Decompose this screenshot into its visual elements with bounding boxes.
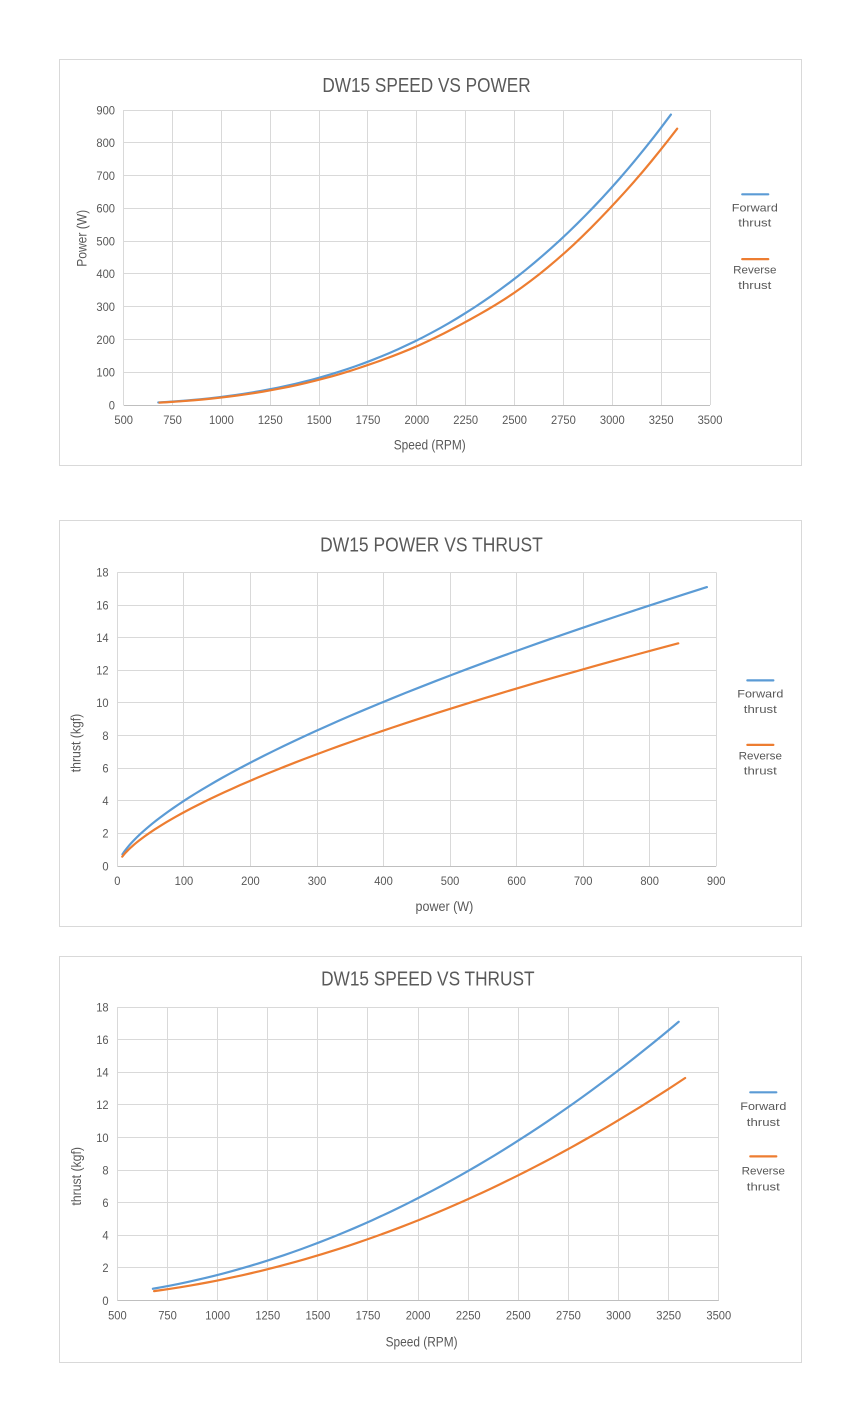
svg-text:DW15 POWER VS THRUST: DW15 POWER VS THRUST (320, 535, 543, 557)
svg-text:thrust: thrust (738, 280, 772, 292)
svg-text:2: 2 (102, 1261, 109, 1275)
svg-text:2750: 2750 (556, 1309, 581, 1323)
svg-text:thrust: thrust (747, 1182, 781, 1194)
svg-text:6: 6 (102, 1196, 109, 1210)
svg-text:500: 500 (441, 874, 460, 888)
svg-text:300: 300 (308, 874, 327, 888)
svg-text:thrust: thrust (744, 704, 778, 716)
svg-text:500: 500 (96, 234, 115, 248)
svg-text:800: 800 (640, 874, 659, 888)
svg-text:Forward: Forward (732, 202, 778, 214)
svg-text:400: 400 (374, 874, 393, 888)
svg-text:3000: 3000 (600, 413, 625, 427)
svg-text:Reverse: Reverse (733, 265, 776, 277)
svg-text:18: 18 (96, 566, 109, 580)
svg-text:3000: 3000 (606, 1309, 631, 1323)
svg-text:3500: 3500 (706, 1309, 731, 1323)
svg-text:6: 6 (102, 761, 109, 775)
svg-text:1000: 1000 (205, 1309, 230, 1323)
svg-text:600: 600 (507, 874, 526, 888)
svg-text:Forward: Forward (740, 1101, 786, 1113)
svg-text:2500: 2500 (506, 1309, 531, 1323)
svg-text:1500: 1500 (305, 1309, 330, 1323)
svg-text:2500: 2500 (502, 413, 527, 427)
svg-text:600: 600 (96, 202, 115, 216)
svg-text:thrust (kgf): thrust (kgf) (69, 1147, 84, 1206)
svg-text:300: 300 (96, 300, 115, 314)
svg-text:200: 200 (96, 333, 115, 347)
svg-text:8: 8 (102, 1163, 109, 1177)
svg-text:12: 12 (96, 664, 109, 678)
svg-text:1750: 1750 (356, 1309, 381, 1323)
svg-text:4: 4 (102, 1229, 109, 1243)
svg-text:0: 0 (114, 874, 121, 888)
svg-text:3500: 3500 (698, 413, 723, 427)
svg-text:1250: 1250 (255, 1309, 280, 1323)
svg-text:Power (W): Power (W) (75, 210, 90, 267)
svg-text:2250: 2250 (456, 1309, 481, 1323)
svg-text:2750: 2750 (551, 413, 576, 427)
svg-text:0: 0 (109, 398, 116, 412)
svg-text:10: 10 (96, 1131, 109, 1145)
svg-text:4: 4 (102, 794, 109, 808)
svg-text:14: 14 (96, 631, 109, 645)
svg-text:Reverse: Reverse (742, 1165, 785, 1177)
svg-text:900: 900 (707, 874, 726, 888)
svg-text:2000: 2000 (406, 1309, 431, 1323)
svg-text:400: 400 (96, 267, 115, 281)
svg-text:14: 14 (96, 1066, 109, 1080)
svg-text:200: 200 (241, 874, 260, 888)
svg-text:1000: 1000 (209, 413, 234, 427)
svg-text:power (W): power (W) (416, 899, 474, 914)
svg-text:18: 18 (96, 1000, 109, 1014)
svg-text:2000: 2000 (404, 413, 429, 427)
svg-text:3250: 3250 (656, 1309, 681, 1323)
svg-text:DW15 SPEED VS THRUST: DW15 SPEED VS THRUST (321, 968, 534, 990)
svg-text:750: 750 (158, 1309, 177, 1323)
svg-text:0: 0 (102, 1294, 109, 1308)
svg-text:thrust: thrust (738, 217, 772, 229)
svg-text:Forward: Forward (737, 688, 783, 700)
svg-text:Reverse: Reverse (739, 750, 782, 762)
svg-text:500: 500 (108, 1309, 127, 1323)
svg-text:2250: 2250 (453, 413, 478, 427)
svg-text:1750: 1750 (356, 413, 381, 427)
svg-text:16: 16 (96, 1033, 109, 1047)
svg-text:100: 100 (96, 366, 115, 380)
svg-text:800: 800 (96, 136, 115, 150)
svg-text:700: 700 (574, 874, 593, 888)
svg-text:0: 0 (102, 859, 109, 873)
svg-text:Speed (RPM): Speed (RPM) (386, 1334, 458, 1349)
svg-text:10: 10 (96, 696, 109, 710)
svg-text:700: 700 (96, 169, 115, 183)
svg-text:900: 900 (96, 103, 115, 117)
svg-text:100: 100 (175, 874, 194, 888)
svg-text:Speed (RPM): Speed (RPM) (394, 437, 466, 452)
svg-text:thrust: thrust (747, 1117, 781, 1129)
svg-text:DW15 SPEED VS POWER: DW15 SPEED VS POWER (322, 75, 530, 97)
svg-text:12: 12 (96, 1098, 109, 1112)
svg-text:2: 2 (102, 827, 109, 841)
svg-text:thrust (kgf): thrust (kgf) (69, 714, 84, 773)
svg-text:1500: 1500 (307, 413, 332, 427)
svg-text:750: 750 (163, 413, 182, 427)
svg-text:thrust: thrust (744, 766, 778, 778)
svg-text:3250: 3250 (649, 413, 674, 427)
svg-text:1250: 1250 (258, 413, 283, 427)
svg-text:16: 16 (96, 598, 109, 612)
svg-text:500: 500 (114, 413, 133, 427)
svg-text:8: 8 (102, 729, 109, 743)
